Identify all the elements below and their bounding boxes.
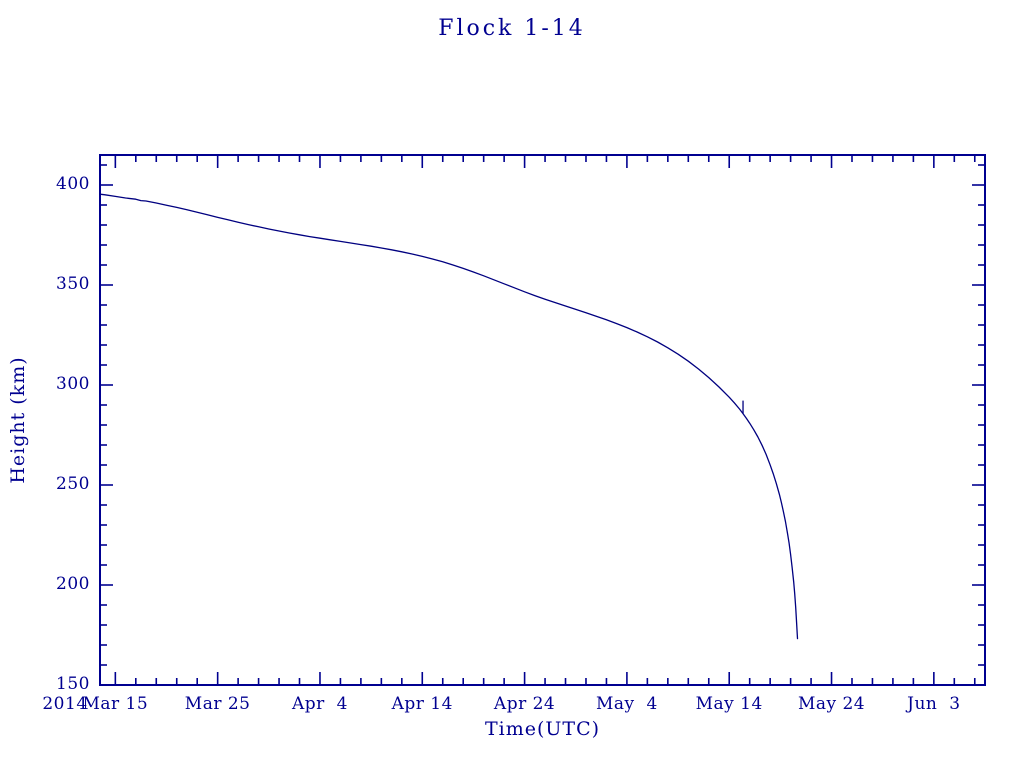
x-axis-label: Time(UTC) [484,718,601,740]
height-curve [99,193,799,640]
x-axis-year-label: 2014 [42,694,88,714]
plot-frame [99,154,986,686]
chart-title: Flock 1-14 [438,16,586,41]
